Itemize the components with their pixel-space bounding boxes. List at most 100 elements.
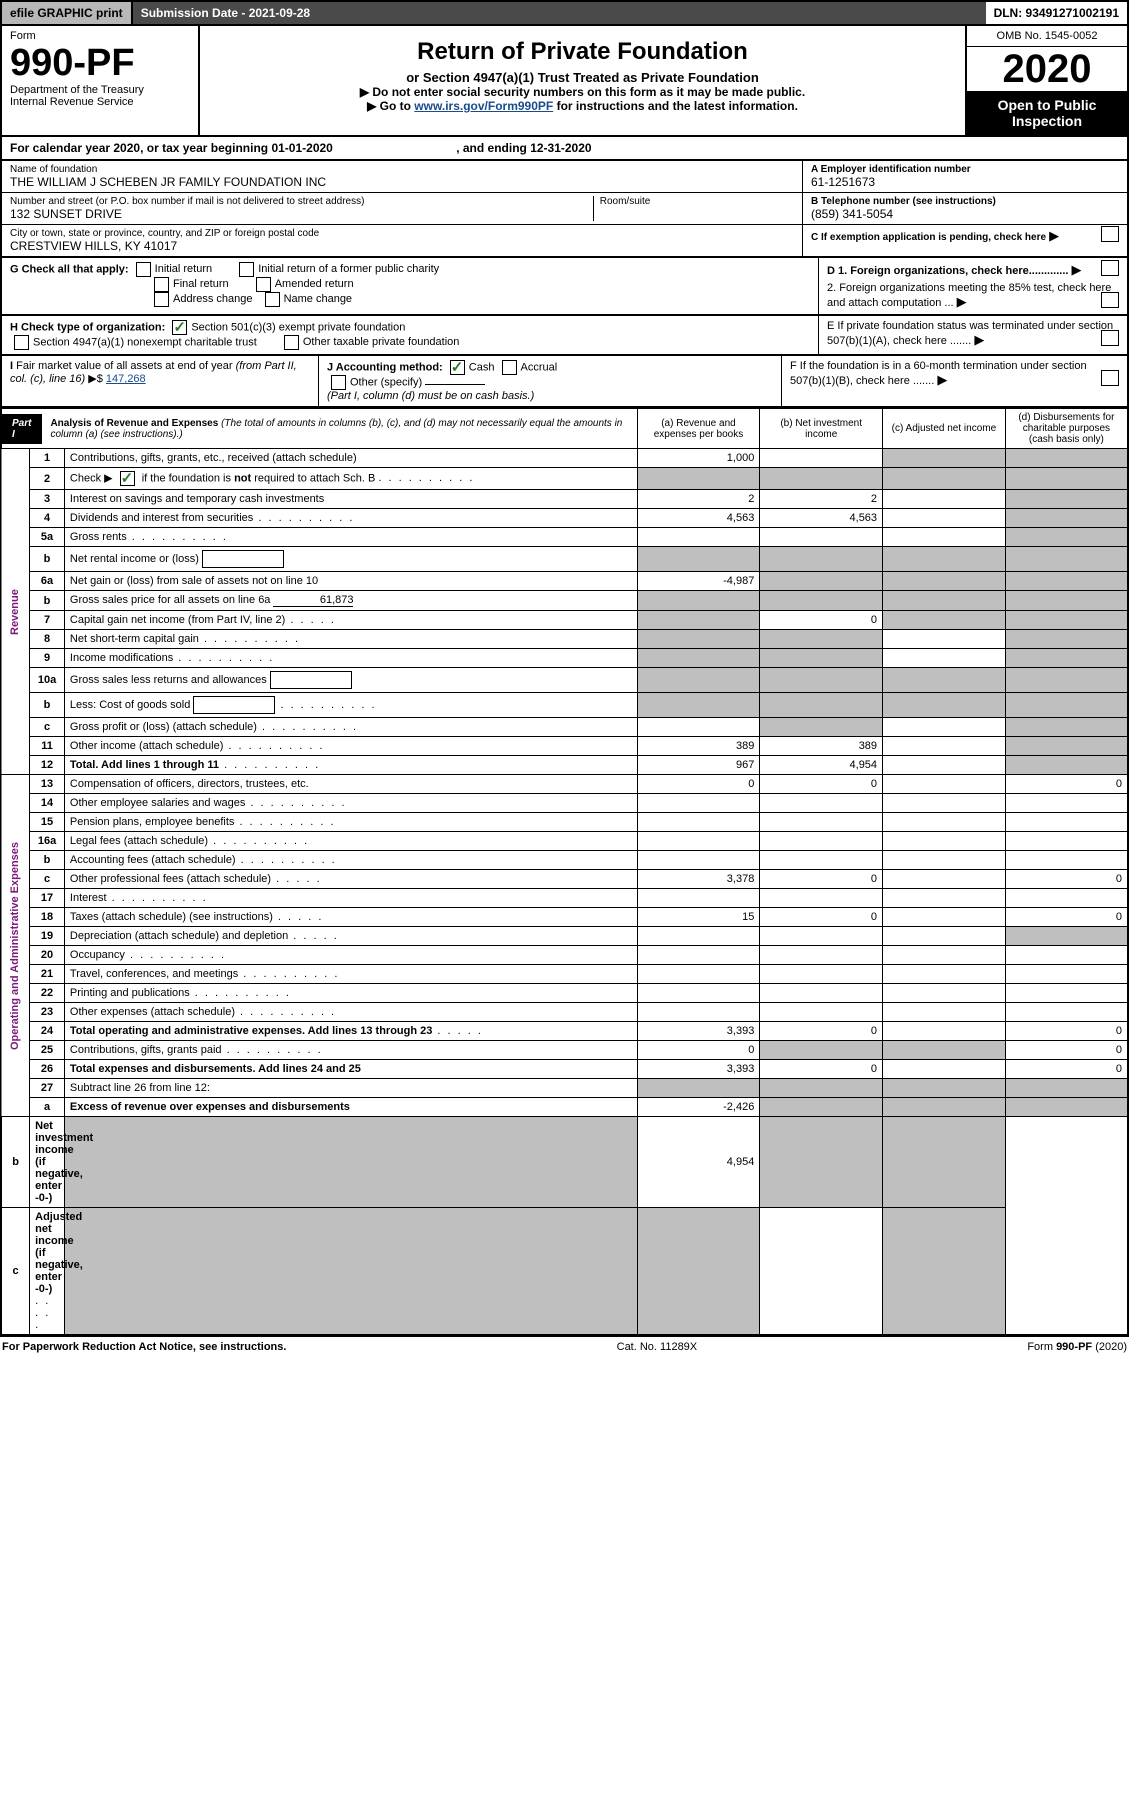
cell-a — [637, 649, 760, 668]
fmv-link[interactable]: 147,268 — [106, 373, 146, 385]
row-label: Interest on savings and temporary cash i… — [64, 490, 637, 509]
room-label: Room/suite — [600, 196, 794, 207]
row-label: Contributions, gifts, grants paid — [64, 1041, 637, 1060]
g-opt-final: Final return — [150, 278, 229, 290]
cell-d — [883, 1208, 1006, 1336]
cell-a: 1,000 — [637, 449, 760, 468]
form-title: Return of Private Foundation — [208, 38, 957, 66]
cell-b: 0 — [760, 908, 883, 927]
row-number: b — [30, 851, 65, 870]
row-label: Subtract line 26 from line 12: — [64, 1079, 637, 1098]
cell-d — [1005, 630, 1128, 649]
cell-c — [760, 1208, 883, 1336]
row-number: 6a — [30, 572, 65, 591]
row-label: Gross rents — [64, 528, 637, 547]
j-accrual: Accrual — [521, 361, 558, 373]
d1-checkbox[interactable] — [1101, 260, 1119, 276]
table-row: 5aGross rents — [1, 528, 1128, 547]
cell-d — [1005, 889, 1128, 908]
f-checkbox[interactable] — [1101, 370, 1119, 386]
form-word: Form — [10, 30, 190, 42]
cell-b: 0 — [760, 1060, 883, 1079]
irs-link[interactable]: www.irs.gov/Form990PF — [414, 99, 553, 113]
row-label: Excess of revenue over expenses and disb… — [64, 1098, 637, 1117]
row-number: 12 — [30, 756, 65, 775]
checkbox-501c3[interactable] — [172, 320, 187, 335]
checkbox-amended[interactable] — [256, 277, 271, 292]
checkbox-accrual[interactable] — [502, 360, 517, 375]
section-h-e: H Check type of organization: Section 50… — [0, 316, 1129, 356]
table-row: 20Occupancy — [1, 946, 1128, 965]
table-row: cGross profit or (loss) (attach schedule… — [1, 718, 1128, 737]
cell-b — [760, 591, 883, 611]
row-number: 26 — [30, 1060, 65, 1079]
checkbox-address[interactable] — [154, 292, 169, 307]
checkbox-final[interactable] — [154, 277, 169, 292]
top-bar: efile GRAPHIC print Submission Date - 20… — [0, 0, 1129, 26]
note2-pre: ▶ Go to — [367, 99, 414, 113]
cell-d — [1005, 693, 1128, 718]
e-checkbox[interactable] — [1101, 330, 1119, 346]
cell-d: 0 — [1005, 1041, 1128, 1060]
cell-c — [883, 756, 1006, 775]
row-label: Capital gain net income (from Part IV, l… — [64, 611, 637, 630]
part1-header-row: Part I Analysis of Revenue and Expenses … — [1, 409, 1128, 449]
d2-checkbox[interactable] — [1101, 292, 1119, 308]
checkbox-other[interactable] — [331, 375, 346, 390]
cell-b: 0 — [760, 870, 883, 889]
city-label: City or town, state or province, country… — [10, 228, 794, 239]
form-subtitle: or Section 4947(a)(1) Trust Treated as P… — [208, 70, 957, 85]
cell-d — [1005, 611, 1128, 630]
checkbox-initial-public[interactable] — [239, 262, 254, 277]
table-row: 18Taxes (attach schedule) (see instructi… — [1, 908, 1128, 927]
table-row: 15Pension plans, employee benefits — [1, 813, 1128, 832]
cell-a — [637, 718, 760, 737]
city-state-zip: CRESTVIEW HILLS, KY 41017 — [10, 239, 794, 253]
other-specify-line[interactable] — [425, 384, 485, 385]
d1-label: D 1. Foreign organizations, check here..… — [827, 265, 1068, 277]
row-label: Net investment income (if negative, ente… — [30, 1117, 65, 1208]
g-opt-initial-public: Initial return of a former public charit… — [235, 263, 439, 275]
embedded-box[interactable] — [193, 696, 275, 714]
cell-b — [760, 1098, 883, 1117]
checkbox-name[interactable] — [265, 292, 280, 307]
g-opt-name: Name change — [261, 293, 353, 305]
embedded-box[interactable] — [202, 550, 284, 568]
embedded-box[interactable] — [270, 671, 352, 689]
cell-d — [1005, 572, 1128, 591]
row-number: 2 — [30, 468, 65, 490]
cell-a — [637, 927, 760, 946]
row-number: 18 — [30, 908, 65, 927]
sch-b-checkbox[interactable] — [120, 471, 135, 486]
table-row: 11Other income (attach schedule)389389 — [1, 737, 1128, 756]
part1-title: Analysis of Revenue and Expenses — [50, 418, 218, 429]
cell-b — [760, 572, 883, 591]
row-number: c — [30, 718, 65, 737]
cell-d — [1005, 756, 1128, 775]
note2-post: for instructions and the latest informat… — [553, 99, 798, 113]
cell-d — [1005, 547, 1128, 572]
cell-c — [883, 1003, 1006, 1022]
expenses-section-label: Operating and Administrative Expenses — [1, 775, 30, 1117]
cell-d — [1005, 984, 1128, 1003]
checkbox-cash[interactable] — [450, 360, 465, 375]
row-number: 25 — [30, 1041, 65, 1060]
row-number: b — [30, 693, 65, 718]
cell-d: 0 — [1005, 1060, 1128, 1079]
cell-b — [760, 832, 883, 851]
header-right: OMB No. 1545-0052 2020 Open to Public In… — [965, 26, 1127, 135]
g-opt-amended: Amended return — [252, 278, 354, 290]
cell-d — [1005, 832, 1128, 851]
row-number: 11 — [30, 737, 65, 756]
checkbox-4947[interactable] — [14, 335, 29, 350]
checkbox-other-taxable[interactable] — [284, 335, 299, 350]
tax-year: 2020 — [967, 47, 1127, 91]
row-number: 10a — [30, 668, 65, 693]
efile-label[interactable]: efile GRAPHIC print — [2, 2, 133, 24]
c-checkbox[interactable] — [1101, 226, 1119, 242]
checkbox-initial[interactable] — [136, 262, 151, 277]
i-label: I — [10, 360, 13, 372]
g-opt-initial: Initial return — [132, 263, 212, 275]
row-label: Contributions, gifts, grants, etc., rece… — [64, 449, 637, 468]
d2-label: 2. Foreign organizations meeting the 85%… — [827, 282, 1111, 309]
